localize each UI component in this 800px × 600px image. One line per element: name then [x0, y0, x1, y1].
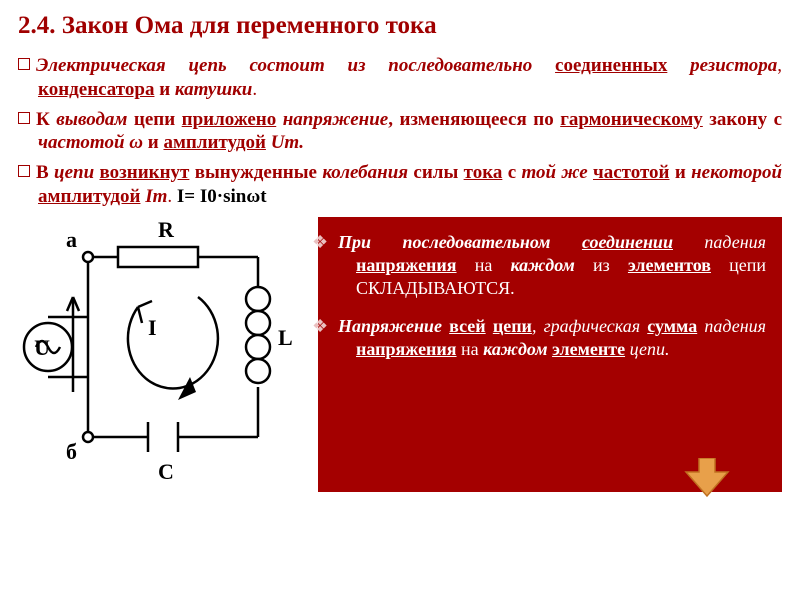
p2-text: выводам: [56, 109, 127, 130]
label-a: а: [66, 227, 77, 252]
circuit-svg: а б R L C I U: [18, 217, 298, 487]
equation: I= I0·sinωt: [197, 185, 267, 209]
rb-text: соединении: [582, 232, 673, 252]
p2-text: приложено: [182, 109, 277, 130]
label-R: R: [158, 217, 175, 242]
redbox-p2: ❖Напряжение всей цепи, графическая сумма…: [334, 315, 766, 362]
section-title: 2.4. Закон Ома для переменного тока: [18, 12, 782, 40]
p1-text: конденсатора: [38, 79, 154, 100]
rb-text: сумма: [647, 316, 697, 336]
rb-text: падения: [704, 232, 766, 252]
p1-text: резистора: [690, 55, 777, 76]
p1-text: последовательно: [388, 55, 532, 76]
rb-text: всей: [449, 316, 486, 336]
p2-text: и: [148, 132, 159, 153]
p2-text: напряжение: [283, 109, 388, 130]
label-I: I: [148, 315, 157, 340]
p1-text: Электрическая цепь состоит из: [36, 55, 366, 76]
rb-text: падения: [704, 316, 766, 336]
p2-text: К: [36, 109, 50, 130]
p3-text: силы: [413, 162, 458, 183]
paragraph-1: Электрическая цепь состоит из последоват…: [18, 54, 782, 102]
p1-text: и: [159, 79, 170, 100]
label-L: L: [278, 325, 293, 350]
p3-text: частотой: [593, 162, 670, 183]
rb-text: из: [593, 255, 610, 275]
rb-text: цепи: [493, 316, 532, 336]
p3-text: вынужденные: [195, 162, 317, 183]
rb-text: ,: [532, 316, 537, 336]
paragraph-3: В цепи возникнут вынужденные колебания с…: [18, 161, 782, 209]
rb-text: элементов: [628, 255, 711, 275]
rb-text: напряжения: [356, 339, 457, 359]
rb-text: на: [461, 339, 479, 359]
circuit-diagram: а б R L C I U: [18, 217, 298, 492]
p2-text: частотой ω: [38, 132, 143, 153]
redbox-p1: ❖При последовательном соединении падения…: [334, 231, 766, 301]
p3-text: и: [675, 162, 686, 183]
p3-text: возникнут: [99, 162, 189, 183]
p3-text: амплитудой: [38, 186, 140, 207]
label-b: б: [66, 439, 77, 464]
p3-text: некоторой: [691, 162, 782, 183]
rb-text: каждом: [483, 339, 547, 359]
red-box: ❖При последовательном соединении падения…: [318, 217, 782, 492]
rb-text: каждом: [510, 255, 574, 275]
rb-text: элементе: [552, 339, 625, 359]
paragraph-2: К выводам цепи приложено напряжение, изм…: [18, 108, 782, 156]
rb-text: последовательном: [402, 232, 550, 252]
rb-text: При: [338, 232, 371, 252]
rb-text: цепи.: [630, 339, 670, 359]
p2-text: , изменяющееся по: [388, 109, 553, 130]
p2-text: гармоническому: [560, 109, 703, 130]
p3-text: В: [36, 162, 49, 183]
label-C: C: [158, 459, 174, 484]
p3-text: колебания: [322, 162, 408, 183]
rb-text: на: [475, 255, 493, 275]
p2-text: Um.: [271, 132, 304, 153]
lower-row: а б R L C I U ❖При последовательном соед…: [18, 217, 782, 492]
bullet-icon: [18, 165, 30, 177]
p3-text: той же: [521, 162, 587, 183]
rb-text: графическая: [544, 316, 640, 336]
p2-text: закону с: [709, 109, 782, 130]
p1-text: соединенных: [555, 55, 667, 76]
p3-text: цепи: [54, 162, 94, 183]
p2-text: амплитудой: [163, 132, 265, 153]
p1-text: катушки: [175, 79, 252, 100]
bullet-icon: [18, 112, 30, 124]
label-U: U: [34, 335, 50, 360]
arrow-down-icon: [682, 458, 732, 498]
rb-text: напряжения: [356, 255, 457, 275]
p3-text: тока: [464, 162, 503, 183]
p2-text: цепи: [134, 109, 175, 130]
p3-text: с: [508, 162, 516, 183]
bullet-icon: [18, 58, 30, 70]
p3-text: Im: [145, 186, 167, 207]
rb-text: Напряжение: [338, 316, 442, 336]
